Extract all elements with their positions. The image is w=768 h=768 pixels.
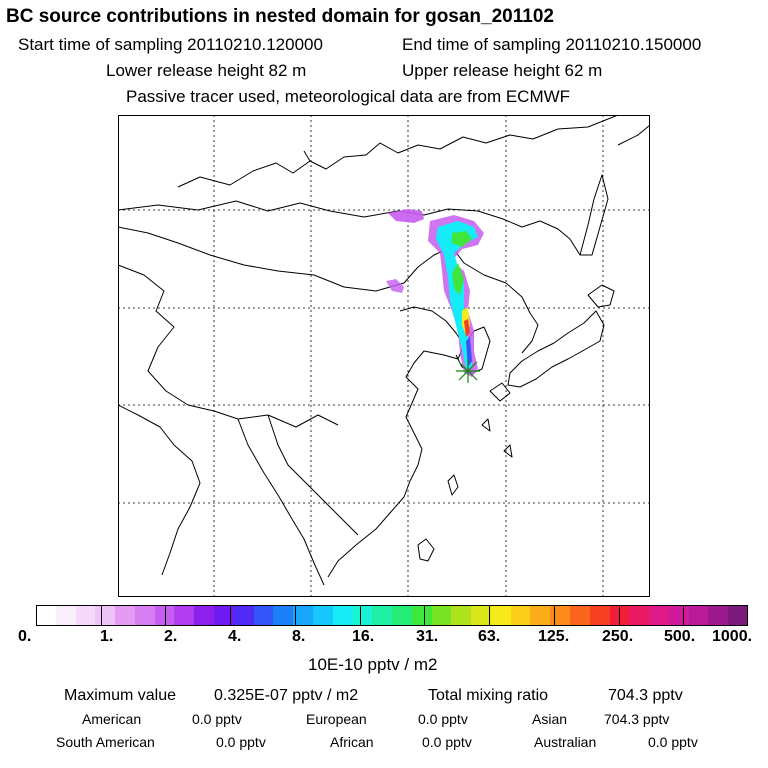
plume-core-cyan xyxy=(436,221,478,369)
colorbar-tick-label: 0. xyxy=(18,628,32,645)
colorbar-cell xyxy=(471,605,491,626)
colorbar-cell xyxy=(550,605,570,626)
plume-core-green-mid xyxy=(452,263,464,295)
colorbar-cell xyxy=(432,605,451,626)
colorbar-cell xyxy=(728,605,748,626)
region-value-south-american: 0.0 pptv xyxy=(216,734,266,750)
coastline-china-east xyxy=(327,306,465,578)
colorbar-cell xyxy=(194,605,214,626)
colorbar-cell xyxy=(451,605,471,626)
map-title: BC source contributions in nested domain… xyxy=(6,6,554,27)
map-frame xyxy=(118,115,650,597)
colorbar-cell xyxy=(76,605,95,626)
colorbar-tick-label: 2. xyxy=(164,628,178,645)
coastline-japan-honshu xyxy=(507,310,605,388)
colorbar-tick-label: 500. xyxy=(664,628,696,645)
lower-height-label: Lower release height 82 m xyxy=(106,61,307,80)
concentration-plume xyxy=(386,209,484,377)
colorbar-tick-label: 1. xyxy=(100,628,114,645)
colorbar-unit-label: 10E-10 pptv / m2 xyxy=(308,655,438,674)
coastline-luzon xyxy=(417,538,435,562)
colorbar-cell xyxy=(135,605,155,626)
coastline-taiwan xyxy=(447,474,459,496)
region-name-south-american: South American xyxy=(56,734,155,750)
colorbar-cell xyxy=(649,605,669,626)
colorbar-cell xyxy=(56,605,76,626)
colorbar-cell xyxy=(254,605,273,626)
colorbar-cell xyxy=(313,605,333,626)
coastline-japan-kyushu xyxy=(489,382,511,402)
colorbar-cell xyxy=(214,605,234,626)
colorbar-cell xyxy=(570,605,590,626)
colorbar-tick-label: 250. xyxy=(602,628,634,645)
colorbar-cell xyxy=(412,605,432,626)
colorbar-cell xyxy=(174,605,194,626)
colorbar xyxy=(36,605,748,626)
border-india xyxy=(118,404,201,576)
colorbar-cell xyxy=(511,605,530,626)
colorbar-tick-label: 4. xyxy=(228,628,242,645)
border-mongolia-china xyxy=(118,226,507,292)
colorbar-cell xyxy=(629,605,649,626)
end-time-label: End time of sampling 20110210.150000 xyxy=(402,35,702,54)
colorbar-cell xyxy=(689,605,708,626)
upper-height-label: Upper release height 62 m xyxy=(402,61,603,80)
colorbar-cell xyxy=(273,605,293,626)
coastline-japan-hokkaido xyxy=(587,284,615,308)
total-mixing-value: 704.3 pptv xyxy=(608,687,683,704)
colorbar-cell xyxy=(352,605,372,626)
gridlines xyxy=(118,115,650,597)
border-indochina xyxy=(267,414,359,536)
plume-patch-west xyxy=(386,279,404,293)
colorbar-cell xyxy=(392,605,412,626)
total-mixing-label: Total mixing ratio xyxy=(428,687,549,704)
plume-patch-north xyxy=(388,209,424,223)
colorbar-cell xyxy=(491,605,511,626)
colorbar-cell xyxy=(36,605,56,626)
region-value-asian: 704.3 pptv xyxy=(604,711,670,727)
border-southeast-asia xyxy=(237,418,325,586)
colorbar-tick-label: 125. xyxy=(538,628,570,645)
coastline-north xyxy=(177,115,619,188)
colorbar-cell xyxy=(234,605,254,626)
plume-core-red xyxy=(464,319,470,337)
region-name-american: American xyxy=(82,711,142,727)
region-name-australian: Australian xyxy=(534,734,597,750)
region-name-asian: Asian xyxy=(532,711,568,727)
tracer-info-label: Passive tracer used, meteorological data… xyxy=(126,87,571,106)
receptor-star-marker xyxy=(456,359,480,383)
colorbar-cell xyxy=(115,605,135,626)
coastlines-and-borders xyxy=(118,115,650,586)
max-value-label: Maximum value xyxy=(64,687,177,704)
colorbar-tick-label: 31. xyxy=(416,628,439,645)
region-value-european: 0.0 pptv xyxy=(418,711,468,727)
map-panel xyxy=(118,115,650,597)
coastline-sakhalin xyxy=(579,174,609,256)
colorbar-cell xyxy=(590,605,610,626)
plume-core-green-north xyxy=(452,231,472,247)
colorbar-cell xyxy=(95,605,115,626)
colorbar-tick-label: 63. xyxy=(478,628,501,645)
colorbar-tick-label: 16. xyxy=(352,628,375,645)
colorbar-cell xyxy=(530,605,550,626)
start-time-label: Start time of sampling 20110210.120000 xyxy=(18,35,323,54)
region-name-african: African xyxy=(330,734,374,750)
region-value-american: 0.0 pptv xyxy=(192,711,242,727)
colorbar-cell xyxy=(708,605,728,626)
region-value-australian: 0.0 pptv xyxy=(648,734,698,750)
colorbar-cell xyxy=(155,605,174,626)
colorbar-cell xyxy=(293,605,313,626)
colorbar-cell xyxy=(333,605,352,626)
border-china-west xyxy=(118,264,339,428)
colorbar-cell xyxy=(372,605,392,626)
region-name-european: European xyxy=(306,711,367,727)
max-value: 0.325E-07 pptv / m2 xyxy=(214,687,359,704)
colorbar-tick-label: 1000. xyxy=(712,628,753,645)
border-manchuria xyxy=(505,282,539,354)
colorbar-cell xyxy=(669,605,689,626)
colorbar-tick-label: 8. xyxy=(292,628,306,645)
region-value-african: 0.0 pptv xyxy=(422,734,472,750)
